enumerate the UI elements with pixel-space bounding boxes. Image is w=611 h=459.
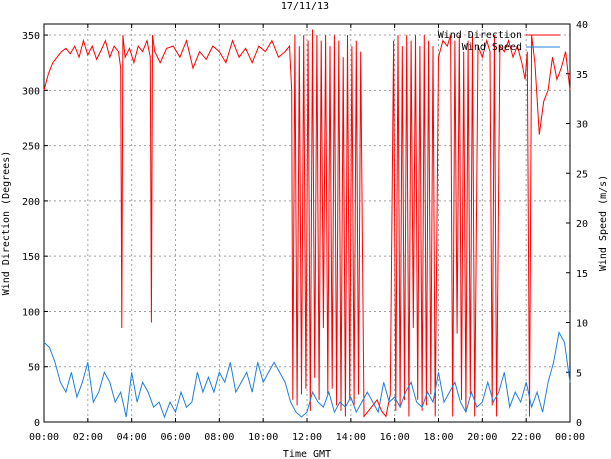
y-tick-label: 200 xyxy=(22,197,40,208)
wind-direction-line xyxy=(43,29,571,418)
x-tick-label: 22:00 xyxy=(511,432,541,443)
x-tick-label: 06:00 xyxy=(160,432,190,443)
y2-tick-label: 40 xyxy=(576,20,588,31)
y2-axis-label: Wind Speed (m/s) xyxy=(598,175,609,271)
y-tick-label: 350 xyxy=(22,31,40,42)
ticks-layer: 00:00 02:00 04:00 06:00 08:00 10:00 12:00 14:00… xyxy=(22,20,588,443)
x-axis-label: Time GMT xyxy=(283,449,331,459)
x-tick-label: 04:00 xyxy=(117,432,147,443)
x-tick-label: 18:00 xyxy=(423,432,453,443)
y-tick-label: 250 xyxy=(22,142,40,153)
legend: Wind Direction Wind Speed xyxy=(438,30,560,53)
x-tick-label: 12:00 xyxy=(292,432,322,443)
x-tick-label: 00:00 xyxy=(555,432,585,443)
y-tick-label: 150 xyxy=(22,252,40,263)
chart-title: 17/11/13 xyxy=(281,1,329,12)
y2-tick-label: 10 xyxy=(576,319,588,330)
wind-speed-line xyxy=(43,330,571,419)
x-tick-label: 02:00 xyxy=(73,432,103,443)
y2-tick-label: 25 xyxy=(576,169,588,180)
x-tick-label: 00:00 xyxy=(29,432,59,443)
y-tick-label: 0 xyxy=(34,418,40,429)
x-tick-label: 14:00 xyxy=(336,432,366,443)
y2-tick-label: 5 xyxy=(576,368,582,379)
x-tick-label: 10:00 xyxy=(248,432,278,443)
y2-tick-label: 20 xyxy=(576,219,588,230)
y-axis-label: Wind Direction (Degrees) xyxy=(1,151,12,296)
x-tick-label: 08:00 xyxy=(204,432,234,443)
x-tick-label: 16:00 xyxy=(380,432,410,443)
y-tick-label: 50 xyxy=(28,363,40,374)
y2-tick-label: 30 xyxy=(576,120,588,131)
legend-speed-label: Wind Speed xyxy=(462,42,522,53)
x-tick-label: 20:00 xyxy=(467,432,497,443)
legend-direction-label: Wind Direction xyxy=(438,30,522,41)
y-tick-label: 300 xyxy=(22,86,40,97)
y2-tick-label: 35 xyxy=(576,70,588,81)
y2-tick-label: 15 xyxy=(576,269,588,280)
y-tick-label: 100 xyxy=(22,307,40,318)
y2-tick-label: 0 xyxy=(576,418,582,429)
